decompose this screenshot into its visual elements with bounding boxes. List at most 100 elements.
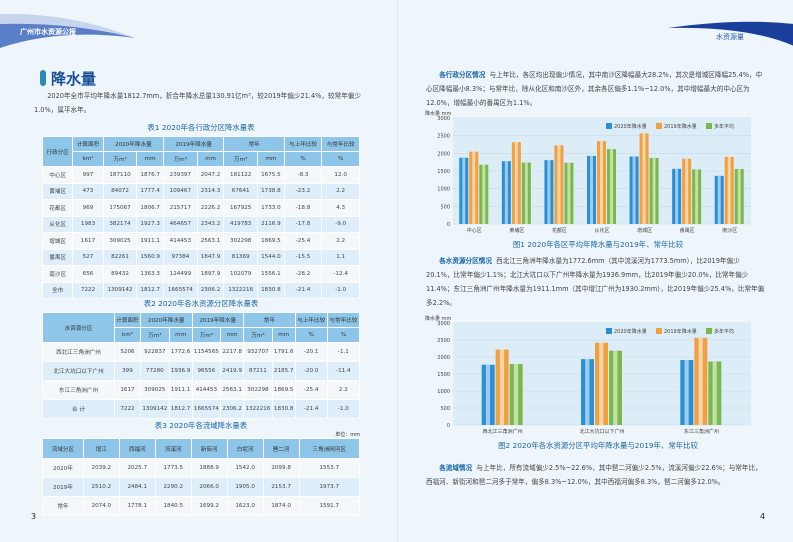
page-number: 3	[31, 512, 37, 521]
table-cell: 96556	[191, 361, 222, 381]
table-cell: -15.5	[283, 248, 323, 266]
table-cell: 419783	[223, 215, 259, 233]
table-cell: 473	[72, 182, 104, 200]
table-cell: 1738.8	[257, 182, 285, 200]
unit-header: 万m³	[163, 151, 198, 167]
table-cell: 全市	[41, 281, 74, 299]
table-cell: 969	[72, 199, 104, 217]
table-cell: 1840.5	[154, 496, 192, 516]
table-cell: 67641	[223, 182, 259, 200]
y-tick-label: 2000	[437, 151, 450, 157]
section-title-text: 降水量	[51, 70, 97, 88]
table-cell: 7222	[72, 281, 104, 299]
legend-label: 2020年降水量	[614, 328, 647, 335]
table-cell: 309025	[139, 380, 170, 400]
table-row: 合 计 7222 1309142 1812.7 1665574 2306.2 1322216…	[42, 399, 361, 419]
x-tick-label: 中心区	[467, 227, 482, 234]
table-cell: 1773.5	[154, 458, 192, 478]
bar-highlight	[524, 162, 528, 224]
table-cell: 932707	[243, 342, 273, 362]
y-tick-label: 0	[447, 222, 450, 228]
y-tick-label: 1500	[437, 372, 450, 378]
legend-label: 多年平均	[714, 328, 734, 335]
y-tick-label: 2000	[437, 355, 450, 361]
y-tick-label: 500	[440, 406, 450, 412]
unit-header: mm	[271, 327, 296, 343]
table-cell: 1936.9	[168, 361, 193, 381]
table2-title: 表2 2020年各水资源分区降水量表	[143, 299, 259, 308]
header-row: 水资源分区 计算面积 2020年降水量 2019年降水量 常年 与上年比较 与常年比较	[42, 312, 361, 343]
table-cell: -1.0	[321, 281, 360, 299]
header-swoosh	[0, 13, 135, 48]
y-tick-label: 0	[447, 423, 450, 429]
table-cell: 922837	[139, 342, 170, 362]
table-cell: 1154565	[191, 342, 222, 362]
table-cell: 382174	[102, 215, 138, 233]
table-cell: 2116.9	[257, 215, 285, 233]
bar-highlight	[462, 157, 466, 224]
table-cell: 北江大坑口以下广州	[42, 361, 115, 381]
table-cell: 181122	[223, 166, 259, 184]
legend-swatch	[706, 328, 712, 334]
legend-label: 多年平均	[714, 123, 734, 130]
table-row: 增城区 1617 309025 1911.1 414453 2563.1 302298 186…	[41, 232, 360, 250]
basin-paragraph: 各流域情况 与上年比，所有流域偏少2.5%~22.6%，其中琶二河偏少2.5%，…	[426, 461, 766, 489]
table-cell: 1869.5	[271, 380, 296, 400]
left-page: 广州市水资源公报 降水量 2020年全市平均年降水量1812.7mm，折合年降水…	[0, 0, 396, 542]
table-cell: 2047.2	[196, 166, 225, 184]
table-cell: -20.0	[294, 361, 328, 381]
unit-header: %	[294, 327, 328, 343]
bar-highlight	[632, 156, 636, 224]
table-cell: 175067	[102, 199, 138, 217]
section-header: 水资源量	[716, 33, 744, 41]
table-cell: 109467	[163, 182, 198, 200]
table-row: 2020年 2039.2 2025.7 1773.5 1888.9 1542.0 2099.…	[42, 458, 361, 478]
unit-header: 万m³	[102, 151, 138, 167]
table-cell: 2419.9	[220, 361, 245, 381]
table-cell: -17.8	[283, 215, 323, 233]
column-header: 琶二河	[262, 438, 300, 459]
table-cell: 1778.1	[118, 496, 156, 516]
table-cell: 656	[72, 265, 104, 283]
table-cell: 84072	[102, 182, 138, 200]
table-cell: 从化区	[41, 215, 74, 233]
table-cell: 1777.4	[136, 182, 165, 200]
table-cell: 南沙区	[41, 265, 74, 283]
table-row: 北江大坑口以下广州 399 77280 1936.9 96556 2419.9 87211 2…	[42, 361, 361, 381]
district-text: 与上年比，各区均出现偏少情况，其中南沙区降幅最大28.2%，其次是增城区降幅25…	[426, 71, 763, 107]
table-cell: 1869.5	[257, 232, 285, 250]
table3-unit: 单位：mm	[335, 432, 360, 438]
table-cell: 527	[72, 248, 104, 266]
table-cell: 124499	[163, 265, 198, 283]
bar-highlight	[675, 168, 679, 224]
table-cell: 302298	[243, 380, 273, 400]
column-header: 新街河	[190, 438, 228, 459]
table-cell: 1617	[72, 232, 104, 250]
table-row: 全市 7222 1309142 1812.7 1665574 2306.2 1322216 1…	[41, 281, 360, 299]
table-row: 黄埔区 473 84072 1777.4 109467 2314.3 67641 1738.8…	[41, 182, 360, 200]
basin-text: 与上年比，所有流域偏少2.5%~22.6%，其中琶二河偏少2.5%，流溪河偏少2…	[426, 464, 762, 486]
table-cell: -1.1	[326, 342, 361, 362]
bar-highlight	[600, 141, 603, 224]
table-cell: 1772.6	[168, 342, 193, 362]
table-cell: 1927.3	[136, 215, 165, 233]
table-cell: 2019年	[42, 477, 84, 497]
table-cell: 12.0	[321, 166, 360, 184]
table-cell: -9.0	[321, 215, 360, 233]
table-cell: 常年	[42, 496, 84, 516]
y-tick-label: 2500	[437, 134, 450, 140]
legend-swatch	[656, 328, 662, 334]
table3: 流域分区 增江 西福河 流溪河 新街河 白坭河 琶二河 三角洲网河区 2020年 2039.2 20…	[42, 438, 361, 516]
district-lead: 各行政分区情况	[439, 71, 486, 79]
bar-highlight	[610, 149, 613, 224]
table-cell: 1553.7	[298, 458, 361, 478]
table-cell: 2.2	[326, 380, 361, 400]
table1: 行政分区 计算面积 2020年降水量 2019年降水量 常年 与上年比较 与常年比较 km² 万…	[41, 136, 360, 299]
y-tick-label: 1000	[437, 389, 450, 395]
table-cell: 2343.2	[196, 215, 225, 233]
unit-header: mm	[220, 327, 245, 343]
section-title: 降水量	[40, 68, 96, 89]
table-cell: 番禺区	[41, 248, 74, 266]
column-header: 西福河	[118, 438, 156, 459]
table-row: 南沙区 656 89432 1363.3 124499 1897.9 102079 1556.…	[41, 265, 360, 283]
